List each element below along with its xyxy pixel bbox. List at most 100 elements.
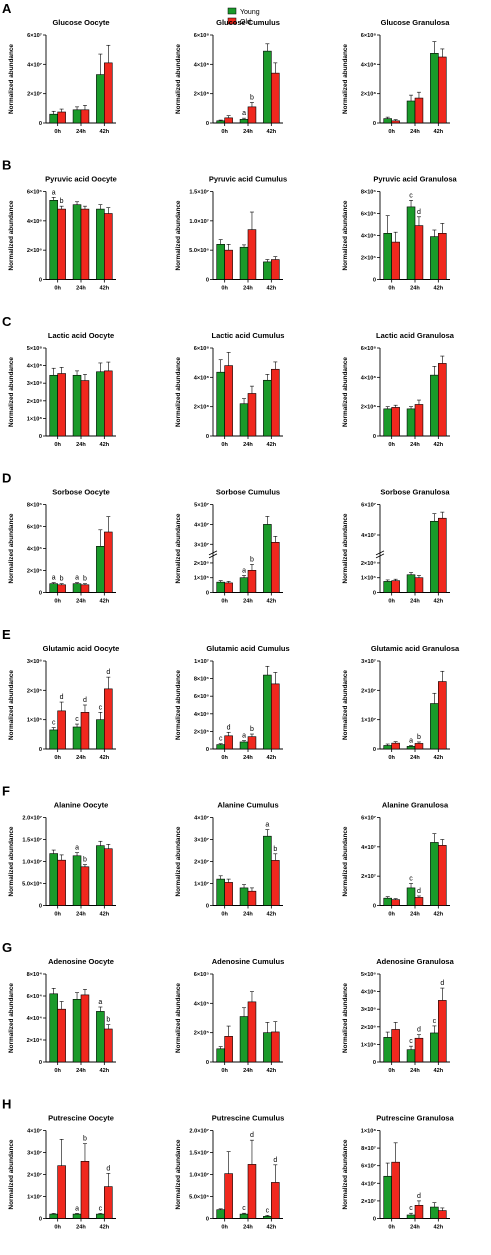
x-tick-label: 0h [388,1068,395,1074]
y-tick-label: 6×10⁸ [194,346,210,352]
bar-old [414,1205,424,1219]
bar-old [391,742,400,750]
y-axis-label: Normalized abundance [342,200,349,270]
bar-old [80,584,90,593]
bar-old [57,584,66,593]
bar-young [216,1209,225,1219]
bar-young [96,208,105,280]
bar-old [247,1001,257,1063]
y-tick-label: 4×10⁴ [27,1016,43,1022]
y-tick-label: 1.0×10⁷ [189,219,209,225]
bar-young [430,703,439,750]
y-tick-label: 2×10⁷ [27,92,43,98]
y-tick-label: 0 [206,121,209,127]
chart-glutamic-acid-cumulus: Glutamic acid Cumulus Normalized abundanc… [175,644,290,761]
bar-young [49,1213,58,1219]
significance-label: a [75,575,79,582]
bar-old [391,580,400,593]
y-axis-label: Normalized abundance [8,826,15,896]
significance-label: d [417,1193,421,1200]
bar-old [271,72,280,124]
chart-title: Sorbose Oocyte [52,488,110,497]
bar-young [430,842,439,906]
y-tick-label: 0 [373,1060,376,1066]
bar-old [438,233,447,280]
x-tick-label: 42h [267,912,277,918]
y-tick-label: 0 [39,904,42,910]
bar-old [57,208,66,280]
bar-old [224,365,233,437]
x-tick-label: 0h [54,286,61,292]
x-tick-label: 24h [410,1225,420,1231]
bar-old [438,845,447,906]
y-tick-label: 0 [206,434,209,440]
y-tick-label: 0 [39,121,42,127]
panel-letter: B [2,158,11,173]
y-tick-label: 2×10⁶ [361,561,377,567]
y-tick-label: 6×10⁷ [361,1164,377,1170]
y-tick-label: 0 [373,278,376,284]
x-tick-label: 24h [76,1068,86,1074]
bar-old [438,681,447,750]
chart-title: Pyruvic acid Cumulus [209,175,287,184]
bar-young [383,118,392,124]
bar-old [57,710,66,750]
y-tick-label: 0 [373,1217,376,1223]
bar-young [96,74,105,124]
y-tick-label: 4×10⁷ [194,522,210,528]
x-tick-label: 0h [388,912,395,918]
y-axis-label: Normalized abundance [342,1139,349,1209]
significance-label: b [106,1017,110,1024]
y-tick-label: 0 [39,591,42,597]
chart-alanine-cumulus: Alanine Cumulus Normalized abundance 0 1×10… [175,801,283,918]
bar-old [57,111,66,124]
y-tick-label: 1.5×10⁷ [22,838,42,844]
bar-old [391,241,400,280]
significance-label: c [433,1018,437,1025]
significance-label: b [83,1136,87,1143]
bar-old [391,1029,400,1063]
bar-old [104,213,113,280]
bar-old [80,1161,90,1219]
y-tick-label: 2×10⁸ [361,405,377,411]
y-tick-label: 3×10⁸ [27,381,43,387]
bar-old [391,407,400,437]
bar-old [224,582,233,593]
y-axis-label: Normalized abundance [342,44,349,114]
x-tick-label: 24h [410,286,420,292]
y-tick-label: 6×10⁶ [194,694,210,700]
y-tick-label: 2×10⁶ [27,569,43,575]
y-tick-label: 4×10⁷ [361,533,377,539]
y-tick-label: 1×10⁶ [194,576,210,582]
bar-young [72,998,82,1063]
x-tick-label: 42h [434,599,444,605]
y-tick-label: 0 [206,1060,209,1066]
bar-young [72,1213,82,1219]
chart-putrescine-granulosa: Putrescine Granulosa Normalized abundance… [342,1114,455,1231]
x-tick-label: 0h [388,286,395,292]
significance-label: c [99,704,103,711]
bar-old [80,380,90,437]
y-tick-label: 2×10⁷ [194,860,210,866]
x-tick-label: 24h [410,912,420,918]
bar-young [96,1011,105,1063]
chart-title: Glutamic acid Oocyte [43,644,120,653]
y-tick-label: 6×10⁷ [361,816,377,822]
significance-label: c [266,1207,270,1214]
significance-label: d [83,697,87,704]
y-tick-label: 5.0×10⁶ [189,1195,209,1201]
y-tick-label: 0 [206,591,209,597]
bar-old [104,688,113,750]
bar-young [96,545,105,593]
y-tick-label: 3×10⁷ [27,1151,43,1157]
y-tick-label: 1.5×10⁷ [189,190,209,196]
x-tick-label: 42h [267,1225,277,1231]
y-tick-label: 0 [206,278,209,284]
x-tick-label: 0h [54,599,61,605]
significance-label: c [409,1038,413,1045]
significance-label: b [273,846,277,853]
y-tick-label: 0 [39,747,42,753]
bar-old [247,890,257,906]
x-tick-label: 42h [100,129,110,135]
bar-young [406,746,416,750]
